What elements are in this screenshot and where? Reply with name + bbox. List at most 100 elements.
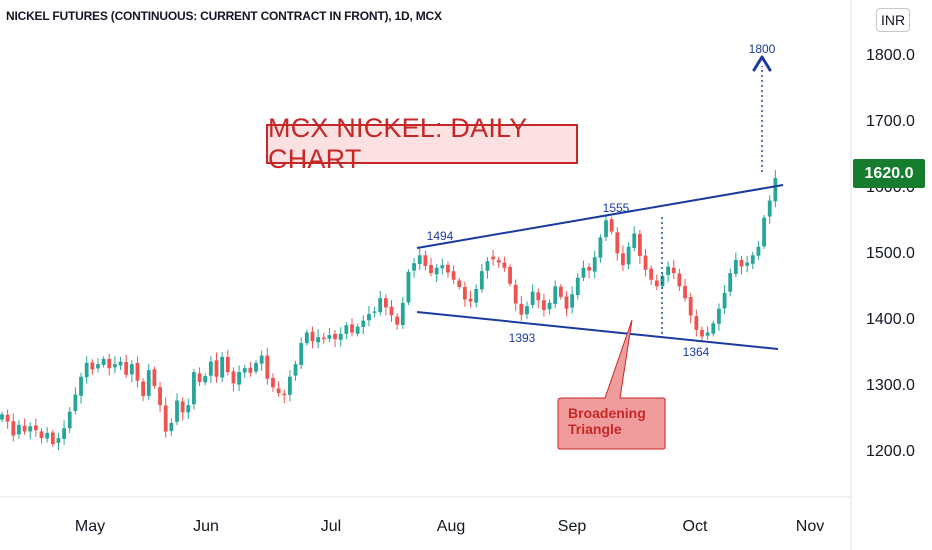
- candles-group: [0, 170, 778, 451]
- candle-body: [254, 362, 258, 372]
- candle-body: [186, 405, 191, 413]
- candle-body: [688, 297, 693, 316]
- target-arrow-icon: [752, 55, 772, 72]
- candle-body: [468, 298, 473, 302]
- candle-body: [491, 256, 496, 260]
- candle-body: [180, 401, 185, 413]
- x-tick-label: Sep: [558, 518, 587, 535]
- candle-body: [457, 280, 462, 287]
- upper-start-label: 1494: [427, 229, 454, 243]
- candle-body: [671, 267, 676, 274]
- candle-body: [225, 356, 230, 373]
- candle-body: [677, 273, 682, 287]
- upper-trendline: [416, 184, 784, 249]
- candle-body: [73, 394, 78, 411]
- candle-body: [344, 325, 349, 334]
- candle-body: [750, 255, 755, 264]
- candle-body: [400, 302, 405, 325]
- candle-body: [632, 233, 637, 248]
- candle-body: [462, 286, 467, 300]
- candle-body: [717, 308, 721, 324]
- chart-header-title: NICKEL FUTURES (CONTINUOUS: CURRENT CONT…: [6, 9, 442, 23]
- candle-body: [248, 367, 253, 373]
- x-tick-label: Jun: [193, 518, 219, 535]
- candle-body: [575, 277, 580, 296]
- candle-body: [113, 364, 117, 368]
- y-tick-label: 1500.0: [866, 245, 915, 262]
- candle-body: [598, 237, 603, 258]
- candle-body: [146, 370, 151, 396]
- candle-body: [276, 388, 281, 394]
- candle-body: [5, 414, 10, 422]
- candle-body: [733, 259, 738, 274]
- candle-body: [361, 320, 366, 327]
- candle-body: [220, 356, 225, 378]
- last-price-badge: 1620.0: [853, 159, 925, 188]
- y-tick-label: 1400.0: [866, 311, 915, 328]
- candle-body: [321, 337, 326, 340]
- candle-body: [242, 368, 247, 373]
- overlay-group: 1800 1494 1555 1393 1364: [416, 42, 784, 450]
- candle-body: [169, 422, 174, 432]
- candle-body: [711, 323, 716, 334]
- candle-body: [694, 316, 699, 330]
- candle-body: [39, 431, 44, 439]
- currency-button[interactable]: INR: [876, 8, 910, 32]
- candle-body: [406, 271, 411, 303]
- candle-body: [643, 255, 648, 270]
- candle-body: [649, 268, 654, 280]
- x-tick-label: Nov: [796, 518, 824, 535]
- candle-body: [412, 263, 416, 271]
- candle-body: [265, 355, 270, 379]
- callout-bubble: [557, 319, 666, 450]
- candle-body: [508, 267, 512, 284]
- candle-body: [536, 292, 541, 301]
- candle-body: [587, 267, 591, 271]
- candle-body: [773, 178, 778, 202]
- candle-body: [237, 372, 241, 385]
- candle-body: [175, 400, 179, 422]
- candle-body: [158, 387, 162, 406]
- candle-body: [141, 381, 146, 396]
- candle-body: [547, 302, 552, 310]
- candle-body: [259, 355, 264, 364]
- candle-body: [367, 314, 371, 321]
- y-tick-label: 1800.0: [866, 47, 915, 64]
- candle-body: [333, 333, 337, 340]
- candle-body: [67, 411, 72, 429]
- candle-body: [118, 361, 123, 366]
- candle-body: [124, 361, 129, 375]
- candle-body: [84, 362, 89, 378]
- candle-body: [417, 255, 422, 265]
- y-tick-label: 1200.0: [866, 443, 915, 460]
- candle-body: [423, 255, 428, 266]
- candle-body: [231, 371, 236, 384]
- candle-body: [756, 246, 761, 256]
- candle-body: [192, 372, 196, 405]
- candle-body: [350, 324, 354, 333]
- candle-body: [705, 332, 710, 336]
- candle-body: [395, 316, 400, 325]
- candle-body: [654, 280, 659, 287]
- candle-body: [485, 261, 490, 271]
- candle-body: [355, 326, 360, 334]
- candle-body: [271, 377, 275, 388]
- candle-body: [197, 373, 202, 383]
- candle-body: [214, 360, 219, 377]
- candle-body: [28, 426, 33, 432]
- x-tick-label: May: [75, 518, 105, 535]
- candle-body: [525, 306, 529, 315]
- chart-title-box: MCX NICKEL: DAILY CHART: [266, 113, 578, 174]
- lower-trendline: [416, 311, 779, 350]
- candle-body: [440, 265, 445, 269]
- candle-body: [163, 405, 168, 432]
- candle-body: [513, 284, 518, 304]
- candle-body: [389, 306, 394, 316]
- candle-body: [372, 311, 377, 313]
- candle-body: [745, 262, 750, 266]
- candle-body: [203, 376, 208, 383]
- candle-body: [135, 363, 140, 381]
- candle-body: [62, 428, 66, 439]
- candle-body: [45, 432, 50, 439]
